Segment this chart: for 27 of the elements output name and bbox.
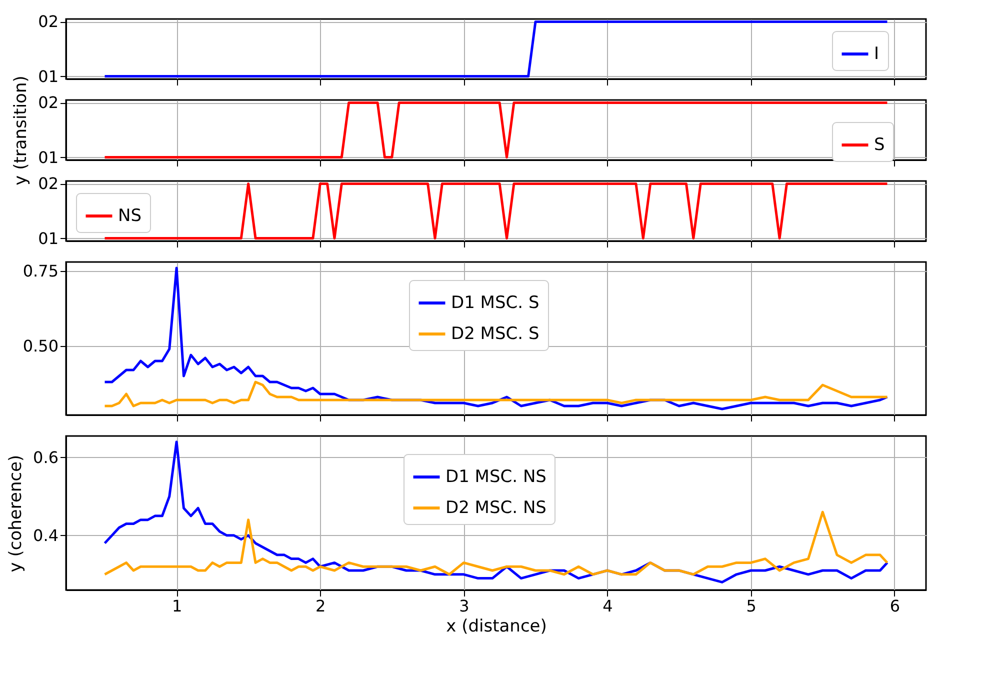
line-series: [104, 380, 888, 408]
legend-label: NS: [118, 206, 142, 226]
x-tick-label: 6: [890, 596, 900, 616]
legend-label: S: [874, 135, 885, 155]
x-axis-title: x (distance): [446, 616, 547, 636]
x-tick-label: 2: [316, 596, 326, 616]
legend-label: D2 MSC. NS: [446, 498, 546, 518]
legend-label: D1 MSC. S: [451, 293, 540, 313]
y-tick-label: 01: [38, 66, 58, 86]
legend-label: D1 MSC. NS: [446, 467, 546, 487]
y-tick-label: 01: [38, 148, 58, 167]
x-tick-label: 1: [172, 596, 182, 616]
y-tick-label: 02: [38, 174, 58, 194]
y-tick-label: 01: [38, 228, 58, 248]
x-tick-label: 3: [459, 596, 470, 616]
x-tick-label: 4: [602, 596, 613, 616]
y-axis-title: y (coherence): [6, 454, 26, 572]
y-axis-title: y (transition): [11, 76, 32, 186]
legend-label: I: [874, 44, 880, 64]
y-tick-label: 0.6: [33, 448, 58, 467]
y-tick-label: 0.4: [33, 526, 58, 545]
y-tick-label: 0.75: [22, 262, 58, 280]
y-tick-label: 0.50: [22, 336, 58, 356]
y-tick-label: 02: [38, 12, 58, 32]
legend-label: D2 MSC. S: [451, 324, 540, 344]
x-tick-label: 5: [746, 596, 756, 616]
y-tick-label: 02: [38, 93, 58, 112]
